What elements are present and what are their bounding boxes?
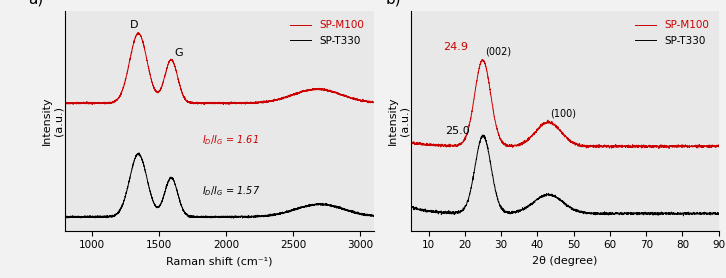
Text: D: D	[130, 20, 139, 30]
Text: 25.0: 25.0	[446, 126, 470, 136]
Text: (002): (002)	[485, 46, 511, 56]
SP-M100	[548, 121, 557, 125]
SP-M100	[706, 144, 714, 148]
Text: 24.9: 24.9	[444, 42, 468, 52]
SP-T330	[330, 205, 339, 208]
SP-T330	[714, 212, 723, 215]
Line: SP-M100: SP-M100	[410, 60, 719, 148]
SP-T330	[478, 133, 487, 136]
SP-T330	[649, 212, 658, 216]
SP-T330	[192, 216, 201, 219]
X-axis label: Raman shift (cm⁻¹): Raman shift (cm⁻¹)	[166, 256, 273, 266]
SP-T330	[61, 216, 70, 219]
Line: SP-T330: SP-T330	[65, 153, 374, 218]
SP-M100	[478, 58, 486, 61]
SP-M100	[115, 96, 123, 99]
SP-T330	[363, 213, 372, 217]
SP-M100	[370, 101, 378, 104]
Line: SP-T330: SP-T330	[410, 135, 719, 216]
SP-M100	[363, 100, 372, 103]
SP-T330	[238, 216, 247, 220]
SP-M100	[179, 95, 188, 99]
Text: $\mathit{I}_D/\mathit{I}_G$ = 1.61: $\mathit{I}_D/\mathit{I}_G$ = 1.61	[202, 134, 258, 147]
SP-T330	[115, 210, 123, 213]
SP-M100	[134, 31, 142, 34]
SP-M100	[97, 102, 105, 105]
Line: SP-M100: SP-M100	[65, 33, 374, 105]
SP-T330	[679, 214, 688, 218]
Text: $\mathit{I}_D/\mathit{I}_G$ = 1.57: $\mathit{I}_D/\mathit{I}_G$ = 1.57	[202, 184, 260, 198]
SP-M100	[655, 147, 664, 150]
X-axis label: 2θ (degree): 2θ (degree)	[532, 256, 597, 266]
SP-M100	[61, 101, 70, 105]
SP-T330	[370, 215, 378, 218]
SP-T330	[548, 193, 557, 196]
Text: a): a)	[28, 0, 44, 7]
SP-M100	[88, 103, 97, 106]
SP-T330	[134, 151, 143, 155]
Legend: SP-M100, SP-T330: SP-M100, SP-T330	[631, 16, 714, 50]
SP-M100	[422, 143, 431, 147]
SP-T330	[406, 205, 415, 208]
Legend: SP-M100, SP-T330: SP-M100, SP-T330	[286, 16, 368, 50]
SP-M100	[330, 90, 339, 93]
SP-M100	[192, 101, 201, 105]
Text: b): b)	[386, 0, 401, 7]
SP-T330	[706, 211, 714, 214]
SP-M100	[406, 142, 415, 145]
Y-axis label: Intensity
(a.u.): Intensity (a.u.)	[388, 97, 409, 145]
SP-T330	[422, 209, 431, 213]
Y-axis label: Intensity
(a.u.): Intensity (a.u.)	[42, 97, 64, 145]
SP-T330	[96, 215, 105, 219]
Text: G: G	[174, 48, 182, 58]
SP-M100	[706, 146, 714, 149]
Text: (100): (100)	[550, 109, 576, 119]
SP-M100	[714, 143, 723, 147]
SP-T330	[706, 211, 714, 214]
SP-T330	[179, 208, 188, 212]
SP-T330	[556, 198, 565, 201]
SP-M100	[649, 145, 658, 149]
SP-M100	[556, 129, 565, 132]
